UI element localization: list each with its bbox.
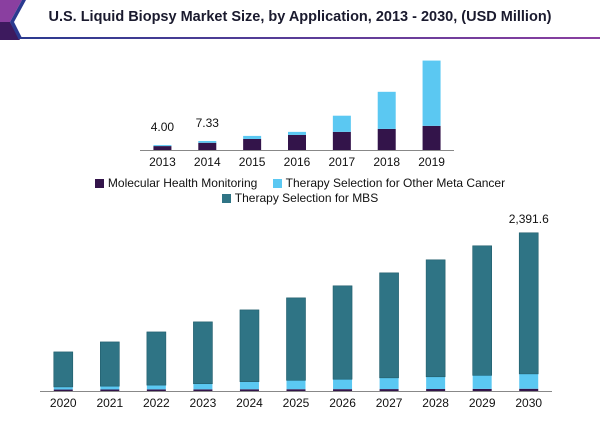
- bar-therapy-selection-for-other-meta-cancer-2015: [243, 135, 262, 139]
- x-tick-label-2014: 2014: [194, 155, 221, 169]
- chart-title: U.S. Liquid Biopsy Market Size, by Appli…: [48, 9, 552, 25]
- bar-therapy-selection-for-other-meta-cancer-2021: [100, 386, 120, 390]
- bar-therapy-selection-for-mbs-2026: [332, 285, 353, 380]
- bar-molecular-health-monitoring-2013: [153, 146, 172, 150]
- bar-therapy-selection-for-mbs-2020: [53, 351, 74, 388]
- accent-chevron: [10, 0, 26, 38]
- x-tick-label-2013: 2013: [149, 155, 176, 169]
- bar-therapy-selection-for-mbs-2027: [379, 272, 399, 379]
- x-tick-label-2028: 2028: [422, 396, 449, 410]
- bar-therapy-selection-for-mbs-2021: [100, 341, 120, 387]
- bar-therapy-selection-for-other-meta-cancer-2029: [472, 375, 492, 389]
- x-tick-label-2015: 2015: [239, 155, 266, 169]
- bar-molecular-health-monitoring-2027: [379, 389, 399, 391]
- x-tick-label-2018: 2018: [373, 155, 400, 169]
- bar-therapy-selection-for-other-meta-cancer-2030: [519, 373, 539, 389]
- x-tick-label-2022: 2022: [143, 396, 170, 410]
- header-decoration: [0, 0, 600, 40]
- legend-swatch-mbs: [221, 193, 231, 203]
- x-tick-label-2027: 2027: [376, 396, 403, 410]
- legend-swatch-other-meta: [272, 178, 282, 188]
- bar-therapy-selection-for-mbs-2028: [425, 259, 446, 378]
- accent-left-dark-shape: [0, 22, 20, 40]
- bar-therapy-selection-for-other-meta-cancer-2017: [332, 115, 351, 132]
- bar-molecular-health-monitoring-2024: [239, 389, 259, 391]
- bar-therapy-selection-for-mbs-2030: [518, 232, 539, 375]
- bar-molecular-health-monitoring-2025: [286, 389, 306, 391]
- header-rule: [18, 37, 600, 39]
- legend-item-other-meta: Therapy Selection for Other Meta Cancer: [272, 176, 506, 190]
- legend-label-mbs: Therapy Selection for MBS: [234, 191, 379, 205]
- top-chart: 2013 4.00 2014 7.33 2015 2016 2017 2018 2019: [140, 60, 454, 169]
- bar-therapy-selection-for-mbs-2022: [146, 331, 167, 386]
- x-tick-label-2023: 2023: [190, 396, 217, 410]
- legend-item-mbs: Therapy Selection for MBS: [221, 191, 379, 205]
- bar-molecular-health-monitoring-2019: [422, 125, 441, 150]
- x-tick-label-2021: 2021: [96, 396, 123, 410]
- bar-therapy-selection-for-mbs-2023: [193, 321, 213, 385]
- legend-row-1: Molecular Health Monitoring Therapy Sele…: [0, 176, 600, 191]
- bar-molecular-health-monitoring-2014: [198, 142, 217, 150]
- legend-label-molecular: Molecular Health Monitoring: [107, 176, 258, 190]
- bar-therapy-selection-for-other-meta-cancer-2019: [422, 60, 441, 126]
- bar-therapy-selection-for-other-meta-cancer-2023: [193, 383, 213, 390]
- bar-therapy-selection-for-other-meta-cancer-2026: [333, 379, 353, 390]
- bar-therapy-selection-for-other-meta-cancer-2027: [379, 377, 399, 390]
- legend-row-2: Therapy Selection for MBS: [0, 191, 600, 206]
- x-tick-label-2016: 2016: [284, 155, 311, 169]
- x-tick-label-2024: 2024: [236, 396, 263, 410]
- data-label-2013: 4.00: [151, 120, 175, 134]
- bar-molecular-health-monitoring-2028: [426, 389, 446, 391]
- bar-molecular-health-monitoring-2023: [193, 389, 213, 391]
- data-label-2030: 2,391.6: [509, 212, 549, 226]
- bar-therapy-selection-for-mbs-2029: [472, 245, 492, 376]
- bar-molecular-health-monitoring-2021: [100, 389, 120, 391]
- data-label-2014: 7.33: [196, 116, 220, 130]
- x-tick-label-2020: 2020: [50, 396, 77, 410]
- x-tick-label-2026: 2026: [329, 396, 356, 410]
- bar-molecular-health-monitoring-2017: [332, 131, 351, 150]
- bar-therapy-selection-for-other-meta-cancer-2014: [198, 141, 217, 143]
- x-tick-label-2029: 2029: [469, 396, 496, 410]
- bar-molecular-health-monitoring-2029: [472, 388, 492, 391]
- bar-molecular-health-monitoring-2020: [53, 389, 73, 391]
- bar-therapy-selection-for-other-meta-cancer-2025: [286, 380, 306, 390]
- x-tick-label-2030: 2030: [515, 396, 542, 410]
- bar-therapy-selection-for-other-meta-cancer-2018: [377, 91, 396, 129]
- header-banner: U.S. Liquid Biopsy Market Size, by Appli…: [0, 0, 600, 40]
- bar-molecular-health-monitoring-2018: [377, 128, 396, 150]
- bar-therapy-selection-for-mbs-2024: [239, 309, 260, 382]
- bar-molecular-health-monitoring-2030: [519, 388, 539, 391]
- bar-therapy-selection-for-other-meta-cancer-2016: [288, 131, 306, 135]
- bar-therapy-selection-for-other-meta-cancer-2020: [53, 386, 73, 390]
- accent-left-shape: [0, 0, 22, 22]
- bar-molecular-health-monitoring-2022: [146, 389, 166, 391]
- legend-label-other-meta: Therapy Selection for Other Meta Cancer: [285, 176, 506, 190]
- x-tick-label-2017: 2017: [329, 155, 356, 169]
- bar-molecular-health-monitoring-2016: [288, 134, 306, 150]
- bar-therapy-selection-for-other-meta-cancer-2022: [146, 385, 166, 390]
- bar-therapy-selection-for-other-meta-cancer-2028: [426, 376, 446, 390]
- legend-swatch-molecular: [94, 178, 104, 188]
- bar-therapy-selection-for-other-meta-cancer-2013: [153, 145, 172, 147]
- x-tick-label-2025: 2025: [283, 396, 310, 410]
- bar-molecular-health-monitoring-2015: [243, 138, 262, 150]
- bar-therapy-selection-for-mbs-2025: [286, 297, 306, 381]
- bar-therapy-selection-for-other-meta-cancer-2024: [239, 381, 259, 390]
- legend-item-molecular: Molecular Health Monitoring: [94, 176, 258, 190]
- bar-molecular-health-monitoring-2026: [333, 389, 353, 391]
- x-tick-label-2019: 2019: [418, 155, 445, 169]
